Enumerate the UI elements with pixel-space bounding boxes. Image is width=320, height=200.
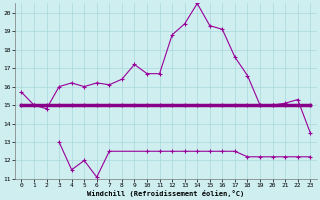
- X-axis label: Windchill (Refroidissement éolien,°C): Windchill (Refroidissement éolien,°C): [87, 190, 244, 197]
